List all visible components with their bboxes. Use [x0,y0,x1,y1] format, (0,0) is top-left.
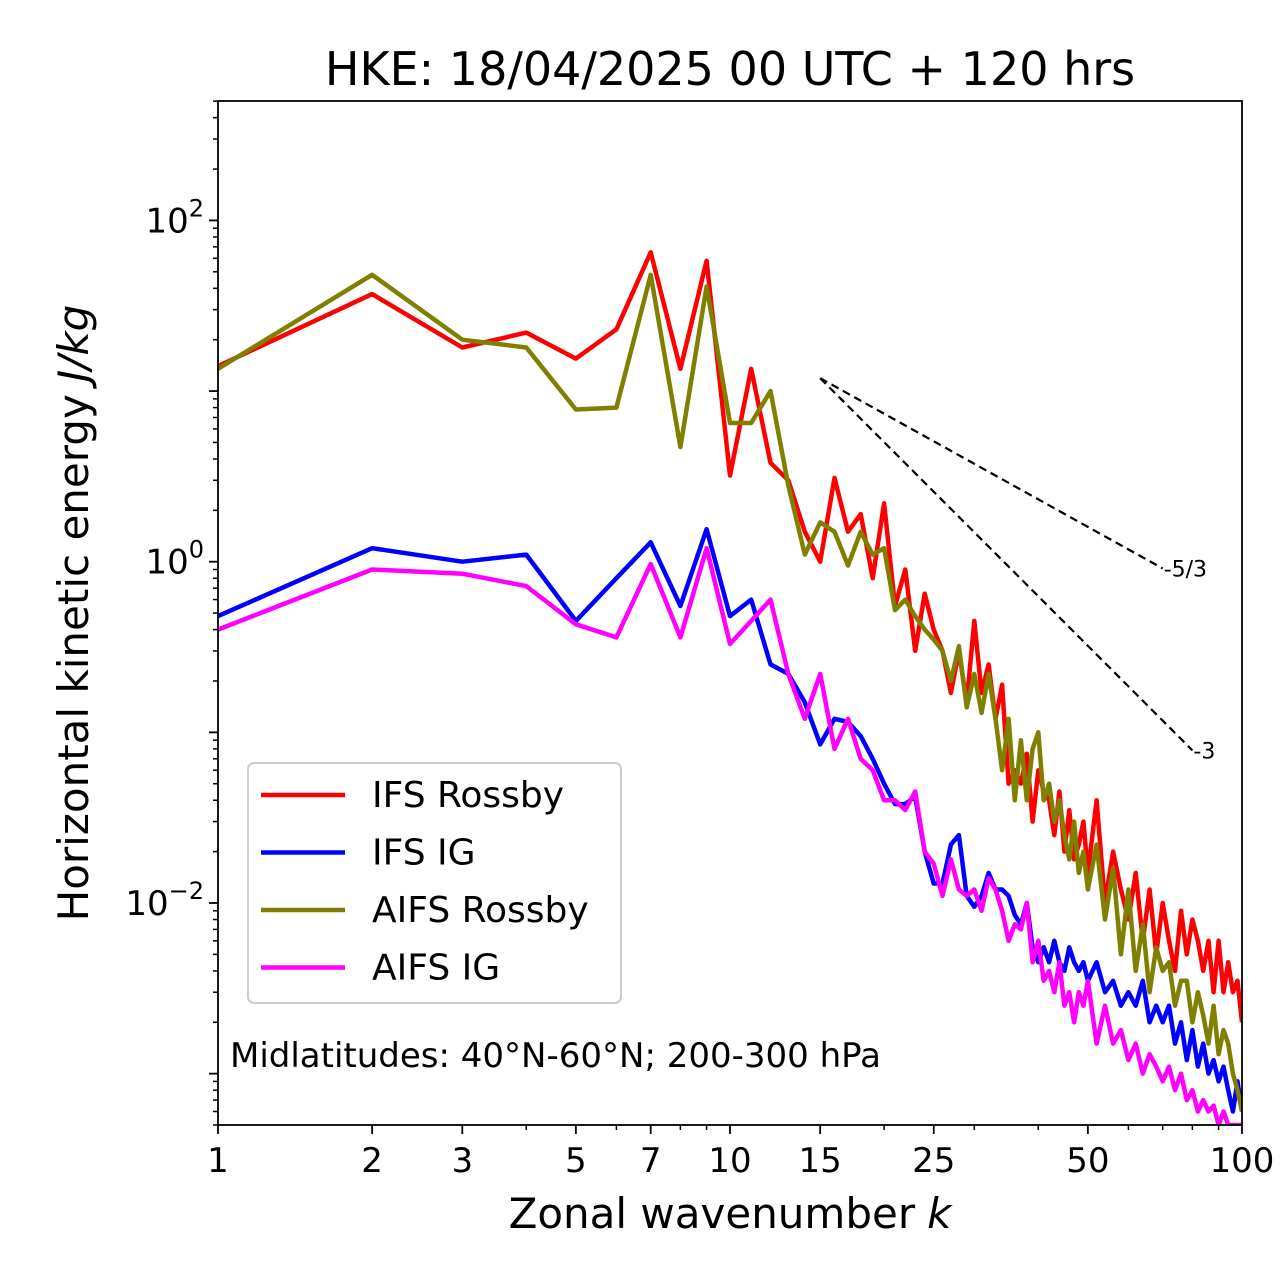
series-lines [218,250,1242,1125]
y-tick-label: 10−2 [125,877,204,924]
x-tick-label: 5 [565,1141,587,1181]
x-axis-ticks: 1 2 3 5 7 10 15 25 50 100 [207,1125,1274,1181]
x-axis-label-symbol: k [927,1189,953,1238]
legend-frame [247,762,622,1004]
x-tick-label: 7 [640,1141,662,1181]
legend-label: AIFS IG [372,948,500,989]
x-tick-label: 100 [1210,1141,1275,1181]
series-line-ifs-rossby [218,250,1242,1023]
y-axis-label: Horizontal kinetic energyJ/kg [49,305,98,922]
x-tick-label: 25 [912,1141,955,1181]
series-line-aifs-rossby [218,272,1242,1112]
legend: IFS Rossby IFS IG AIFS Rossby AIFS IG [247,762,622,1004]
x-tick-label: 10 [708,1141,751,1181]
y-axis-ticks: 102 100 10−2 [125,100,218,1126]
x-tick-label: 1 [207,1141,229,1181]
plot-area: -5/3 -3 1 2 3 5 7 10 15 25 50 100 102 100 10−2 [125,100,1274,1181]
reference-line-1 [819,377,1194,752]
y-tick-label: 100 [145,536,204,583]
reference-slope-lines: -5/3 -3 [819,377,1215,764]
reference-line-label-1: -3 [1193,739,1215,764]
legend-label: AIFS Rossby [372,890,589,931]
x-tick-label: 15 [799,1141,842,1181]
reference-line-label-0: -5/3 [1164,557,1207,582]
legend-label: IFS IG [372,833,476,874]
x-axis-label: Zonal wavenumber k [509,1189,954,1238]
x-tick-label: 2 [361,1141,383,1181]
x-axis-label-text: Zonal wavenumber [509,1189,916,1238]
y-axis-label-units: J/kg [49,305,98,390]
y-tick-label: 102 [145,194,204,241]
x-tick-label: 3 [451,1141,473,1181]
series-line-aifs-ig [218,545,1242,1125]
region-annotation: Midlatitudes: 40°N-60°N; 200-300 hPa [230,1036,881,1076]
chart-title: HKE: 18/04/2025 00 UTC + 120 hrs [325,42,1135,96]
y-axis-label-text: Horizontal kinetic energy [49,394,98,921]
legend-label: IFS Rossby [372,775,564,816]
reference-line-0 [819,377,1164,570]
x-tick-label: 50 [1066,1141,1109,1181]
